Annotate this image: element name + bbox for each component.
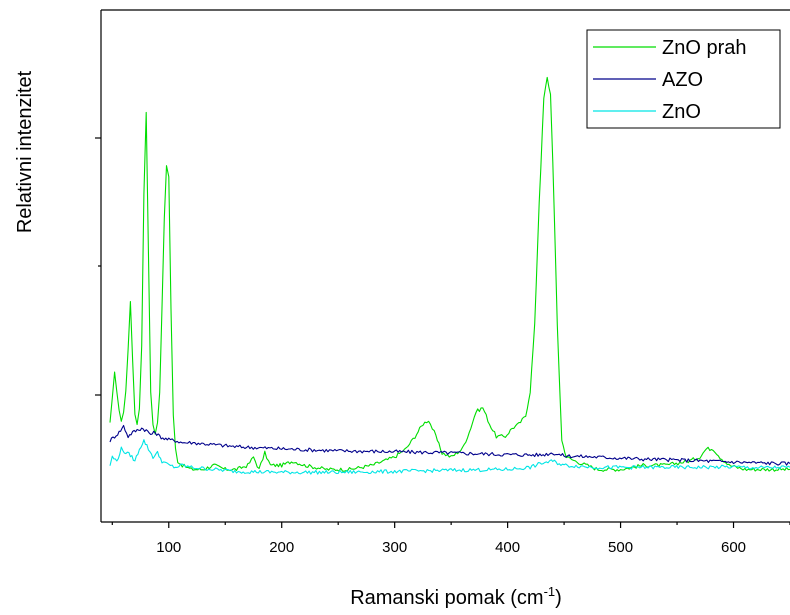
y-axis-title: Relativni intenzitet: [14, 70, 36, 233]
x-axis-ticks: 100 200 300 400 500 600: [111, 522, 790, 556]
series-line-azo: [109, 424, 790, 466]
legend-label-azo: AZO: [662, 69, 703, 91]
legend-label-zno: ZnO: [662, 101, 701, 123]
x-axis-title-main: Ramanski pomak (cm: [350, 587, 543, 609]
series-line-zno: [109, 439, 790, 475]
x-tick-label: 600: [721, 539, 746, 556]
x-tick-label: 500: [608, 539, 633, 556]
series-line-zno-prah: [109, 76, 790, 472]
x-axis-title-close: ): [555, 587, 562, 609]
x-tick-label: 200: [269, 539, 294, 556]
legend-label-zno-prah: ZnO prah: [662, 37, 746, 59]
x-tick-label: 400: [495, 539, 520, 556]
x-axis-title: Ramanski pomak (cm-1): [350, 584, 562, 609]
x-axis-title-superscript: -1: [544, 584, 556, 599]
series-layer: [109, 76, 790, 475]
x-tick-label: 300: [382, 539, 407, 556]
legend: ZnO prah AZO ZnO: [586, 29, 781, 129]
y-axis-ticks: [95, 137, 101, 396]
x-tick-label: 100: [156, 539, 181, 556]
